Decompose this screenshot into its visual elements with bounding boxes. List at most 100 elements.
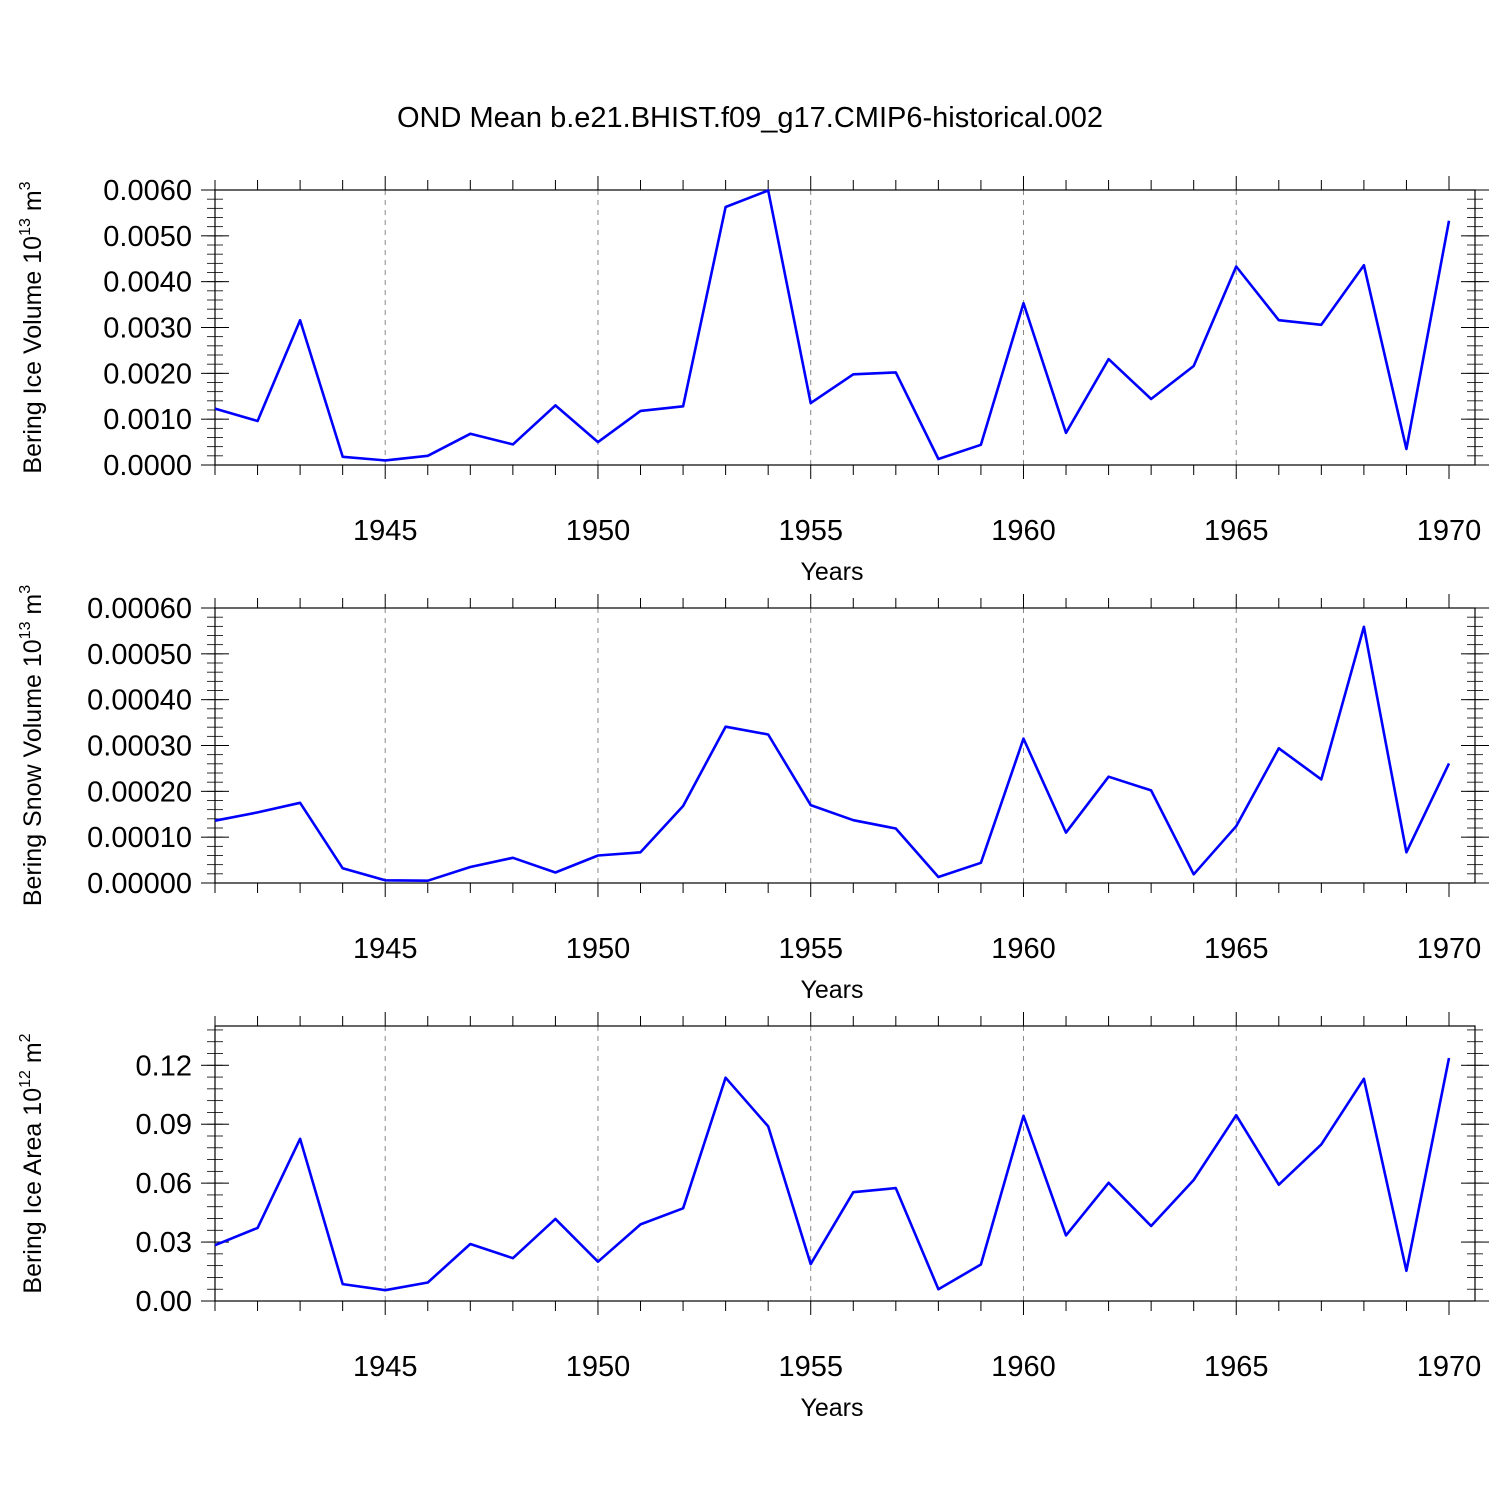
data-point [766, 733, 770, 737]
data-point [1362, 263, 1366, 267]
x-tick-label: 1960 [991, 933, 1056, 965]
y-tick-label: 0.0040 [103, 267, 192, 299]
y-tick-label: 0.0000 [103, 450, 192, 482]
y-tick-label: 0.00040 [87, 685, 192, 717]
chart-panel-1: 1945 1950 1955 1960 1965 1970 Years 0.0000 0.001… [17, 175, 1489, 586]
data-point [341, 866, 345, 870]
data-point [1319, 323, 1323, 327]
y-axis-label-text: Bering Ice Volume 10 [19, 236, 47, 474]
x-tick-label: 1970 [1417, 515, 1482, 547]
data-point [298, 801, 302, 805]
data-point [936, 457, 940, 461]
data-point [979, 443, 983, 447]
data-point [1192, 1178, 1196, 1182]
figure-title: OND Mean b.e21.BHIST.f09_g17.CMIP6-histo… [397, 102, 1103, 134]
data-series-line [214, 189, 1451, 462]
data-point [256, 1226, 260, 1230]
data-point [213, 407, 217, 411]
data-point [681, 404, 685, 408]
y-tick-label: 0.0010 [103, 404, 192, 436]
y-axis-label-exponent: 13 [17, 621, 34, 639]
data-point [298, 318, 302, 322]
data-point [511, 856, 515, 860]
x-tick-label: 1970 [1417, 933, 1482, 965]
y-tick-label: 0.00 [136, 1286, 192, 1318]
x-tick-label: 1950 [566, 1351, 631, 1383]
y-axis-label-unit: m [19, 1042, 47, 1070]
x-tick-label: 1955 [778, 933, 843, 965]
data-point [1404, 447, 1408, 451]
data-point [1149, 788, 1153, 792]
data-point [596, 440, 600, 444]
data-point [468, 1242, 472, 1246]
data-point [256, 419, 260, 423]
data-point [511, 1256, 515, 1260]
data-point [809, 1262, 813, 1266]
data-point [1149, 1224, 1153, 1228]
data-point [724, 205, 728, 209]
data-point [341, 455, 345, 459]
data-point [639, 1222, 643, 1226]
x-tick-label: 1965 [1204, 933, 1269, 965]
data-point [383, 458, 387, 462]
x-tick-label: 1965 [1204, 515, 1269, 547]
y-tick-label: 0.09 [136, 1109, 192, 1141]
data-point [213, 1243, 217, 1247]
y-axis-label-exponent: 13 [17, 218, 34, 236]
x-tick-label: 1955 [778, 1351, 843, 1383]
data-point [1107, 357, 1111, 361]
data-point [1404, 850, 1408, 854]
data-point [1277, 318, 1281, 322]
y-axis-label: Bering Ice Area 1012 m2 [17, 1033, 47, 1293]
x-tick-label: 1965 [1204, 1351, 1269, 1383]
y-axis-label: Bering Snow Volume 1013 m3 [17, 585, 47, 906]
y-tick-label: 0.00060 [87, 593, 192, 625]
plot-frame [214, 189, 1476, 466]
x-axis-label: Years [800, 1394, 863, 1422]
data-point [553, 870, 557, 874]
data-point [851, 1190, 855, 1194]
data-point [1107, 775, 1111, 779]
data-point [724, 725, 728, 729]
data-point [553, 403, 557, 407]
data-point [639, 409, 643, 413]
data-point [1447, 1056, 1451, 1060]
data-point [468, 432, 472, 436]
data-point [894, 370, 898, 374]
x-tick-label: 1945 [353, 933, 418, 965]
data-point [1192, 364, 1196, 368]
data-point [851, 818, 855, 822]
y-axis-label-text: Bering Snow Volume 10 [19, 639, 47, 906]
data-point [341, 1282, 345, 1286]
data-point [213, 819, 217, 823]
y-tick-label: 0.0060 [103, 175, 192, 207]
data-point [809, 803, 813, 807]
x-tick-label: 1960 [991, 1351, 1056, 1383]
data-point [596, 1260, 600, 1264]
data-point [1277, 746, 1281, 750]
data-point [681, 1206, 685, 1210]
data-point [1277, 1183, 1281, 1187]
data-point [936, 1287, 940, 1291]
data-point [256, 810, 260, 814]
data-point [1362, 1077, 1366, 1081]
data-point [1021, 737, 1025, 741]
data-point [553, 1217, 557, 1221]
data-point [724, 1076, 728, 1080]
x-tick-label: 1945 [353, 515, 418, 547]
y-tick-label: 0.0050 [103, 221, 192, 253]
data-point [979, 1262, 983, 1266]
y-tick-label: 0.00050 [87, 639, 192, 671]
data-point [1064, 431, 1068, 435]
x-tick-label: 1960 [991, 515, 1056, 547]
data-series-line [214, 1057, 1451, 1292]
y-tick-label: 0.12 [136, 1050, 192, 1082]
y-tick-label: 0.03 [136, 1227, 192, 1259]
plot-frame [214, 1025, 1476, 1302]
data-point [426, 1281, 430, 1285]
y-axis-label-unit-exponent: 3 [17, 181, 34, 190]
data-point [383, 878, 387, 882]
plot-frame [214, 607, 1476, 884]
x-axis-label: Years [800, 558, 863, 586]
data-point [1447, 761, 1451, 765]
